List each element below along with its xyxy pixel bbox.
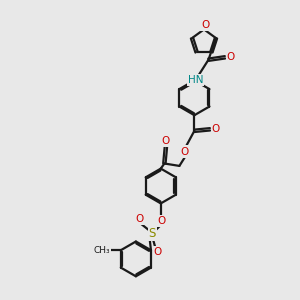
Text: O: O bbox=[201, 20, 210, 30]
Text: S: S bbox=[149, 227, 156, 240]
Text: CH₃: CH₃ bbox=[93, 246, 110, 255]
Text: HN: HN bbox=[188, 75, 203, 85]
Text: O: O bbox=[157, 216, 166, 226]
Text: O: O bbox=[212, 124, 220, 134]
Text: O: O bbox=[227, 52, 235, 62]
Text: O: O bbox=[180, 146, 189, 157]
Text: O: O bbox=[162, 136, 170, 146]
Text: O: O bbox=[154, 247, 162, 257]
Text: O: O bbox=[135, 214, 144, 224]
